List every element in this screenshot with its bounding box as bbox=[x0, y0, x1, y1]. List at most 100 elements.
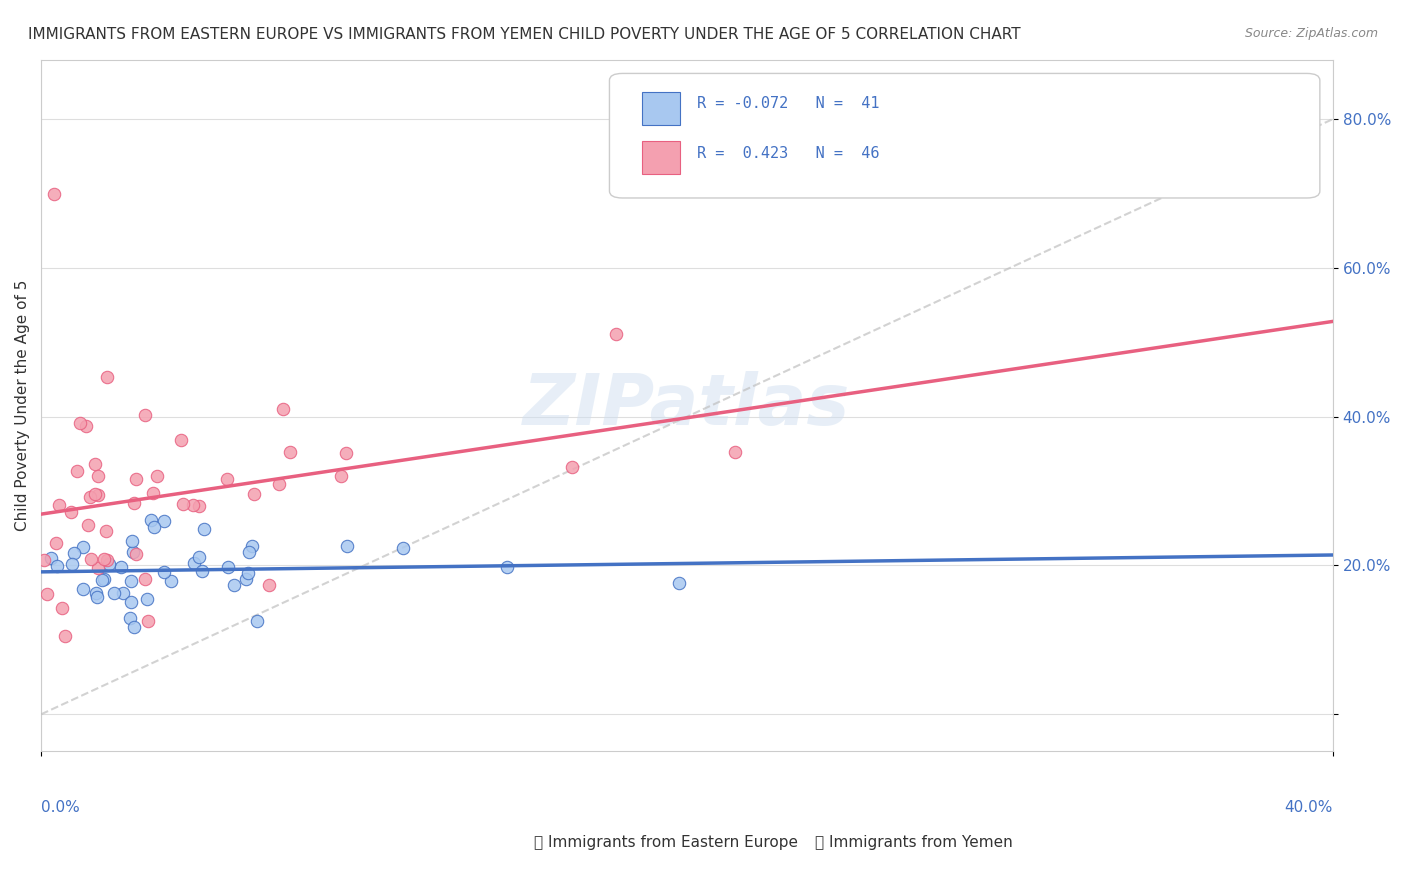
Point bbox=[62, 546, 84, 560]
Point bbox=[86, 590, 108, 604]
Point bbox=[187, 499, 209, 513]
Point bbox=[110, 560, 132, 574]
Point bbox=[240, 539, 263, 553]
Point bbox=[96, 553, 118, 567]
Point bbox=[35, 587, 58, 601]
Point bbox=[87, 488, 110, 502]
Point bbox=[336, 539, 359, 553]
Point bbox=[134, 408, 156, 422]
Point bbox=[668, 575, 690, 590]
Point bbox=[42, 186, 65, 201]
Point bbox=[246, 614, 269, 628]
Point bbox=[103, 586, 125, 600]
Point bbox=[90, 573, 112, 587]
Text: IMMIGRANTS FROM EASTERN EUROPE VS IMMIGRANTS FROM YEMEN CHILD POVERTY UNDER THE : IMMIGRANTS FROM EASTERN EUROPE VS IMMIGR… bbox=[28, 27, 1021, 42]
Point bbox=[269, 477, 291, 491]
Text: ⬜ Immigrants from Yemen: ⬜ Immigrants from Yemen bbox=[815, 836, 1014, 850]
Point bbox=[75, 419, 97, 434]
Point bbox=[112, 586, 135, 600]
Text: ZIPatlas: ZIPatlas bbox=[523, 371, 851, 440]
FancyBboxPatch shape bbox=[609, 73, 1320, 198]
Point bbox=[87, 561, 110, 575]
Point bbox=[120, 595, 142, 609]
Point bbox=[72, 582, 94, 597]
Point bbox=[183, 556, 205, 570]
Point bbox=[561, 460, 583, 475]
Point bbox=[45, 558, 67, 573]
Point bbox=[335, 445, 357, 459]
Point bbox=[271, 402, 294, 417]
Point bbox=[60, 505, 83, 519]
Point bbox=[34, 552, 56, 566]
Point bbox=[138, 614, 160, 628]
Text: R =  0.423   N =  46: R = 0.423 N = 46 bbox=[697, 145, 880, 161]
Point bbox=[69, 416, 91, 430]
Point bbox=[45, 536, 67, 550]
Point bbox=[60, 557, 83, 571]
Point bbox=[170, 433, 193, 447]
Point bbox=[235, 572, 257, 586]
Point bbox=[120, 574, 142, 588]
Point bbox=[181, 498, 204, 512]
Point bbox=[77, 518, 100, 533]
Text: Source: ZipAtlas.com: Source: ZipAtlas.com bbox=[1244, 27, 1378, 40]
Point bbox=[53, 629, 76, 643]
Point bbox=[259, 578, 281, 592]
Point bbox=[121, 534, 143, 549]
Point bbox=[172, 496, 194, 510]
Point bbox=[605, 326, 627, 341]
Point bbox=[222, 578, 245, 592]
Point bbox=[146, 469, 169, 483]
Point bbox=[238, 545, 260, 559]
Text: 0.0%: 0.0% bbox=[41, 800, 80, 815]
Point bbox=[124, 620, 146, 634]
Point bbox=[134, 572, 156, 586]
Point bbox=[80, 552, 103, 566]
Point bbox=[122, 545, 145, 559]
Point bbox=[96, 369, 118, 384]
Text: 40.0%: 40.0% bbox=[1285, 800, 1333, 815]
Point bbox=[215, 472, 238, 486]
Point bbox=[724, 445, 747, 459]
Y-axis label: Child Poverty Under the Age of 5: Child Poverty Under the Age of 5 bbox=[15, 280, 30, 532]
Point bbox=[48, 499, 70, 513]
Point bbox=[152, 565, 174, 579]
Point bbox=[236, 566, 259, 580]
Point bbox=[188, 550, 211, 565]
Point bbox=[93, 552, 115, 566]
Point bbox=[86, 468, 108, 483]
Point bbox=[84, 585, 107, 599]
Text: ⬜ Immigrants from Eastern Europe: ⬜ Immigrants from Eastern Europe bbox=[534, 836, 799, 850]
Point bbox=[51, 600, 73, 615]
Point bbox=[79, 490, 101, 504]
Bar bbox=[641, 92, 681, 126]
Point bbox=[217, 560, 239, 574]
Point bbox=[93, 572, 115, 586]
Point bbox=[193, 522, 215, 536]
Point bbox=[496, 559, 519, 574]
Point bbox=[72, 540, 94, 554]
Point bbox=[139, 513, 162, 527]
Point bbox=[136, 591, 159, 606]
Point bbox=[142, 519, 165, 533]
Bar bbox=[641, 141, 681, 174]
Point bbox=[122, 496, 145, 510]
Text: R = -0.072   N =  41: R = -0.072 N = 41 bbox=[697, 95, 880, 111]
Point bbox=[84, 458, 107, 472]
Point bbox=[125, 473, 148, 487]
Point bbox=[152, 514, 174, 528]
Point bbox=[39, 550, 62, 565]
Point bbox=[159, 574, 181, 589]
Point bbox=[142, 486, 165, 500]
Point bbox=[330, 469, 353, 483]
Point bbox=[278, 445, 301, 459]
Point bbox=[94, 524, 117, 539]
Point bbox=[191, 565, 214, 579]
Point bbox=[242, 486, 264, 500]
Point bbox=[391, 541, 413, 556]
Point bbox=[83, 487, 105, 501]
Point bbox=[118, 610, 141, 624]
Point bbox=[66, 464, 89, 478]
Point bbox=[125, 547, 148, 561]
Point bbox=[98, 558, 121, 572]
